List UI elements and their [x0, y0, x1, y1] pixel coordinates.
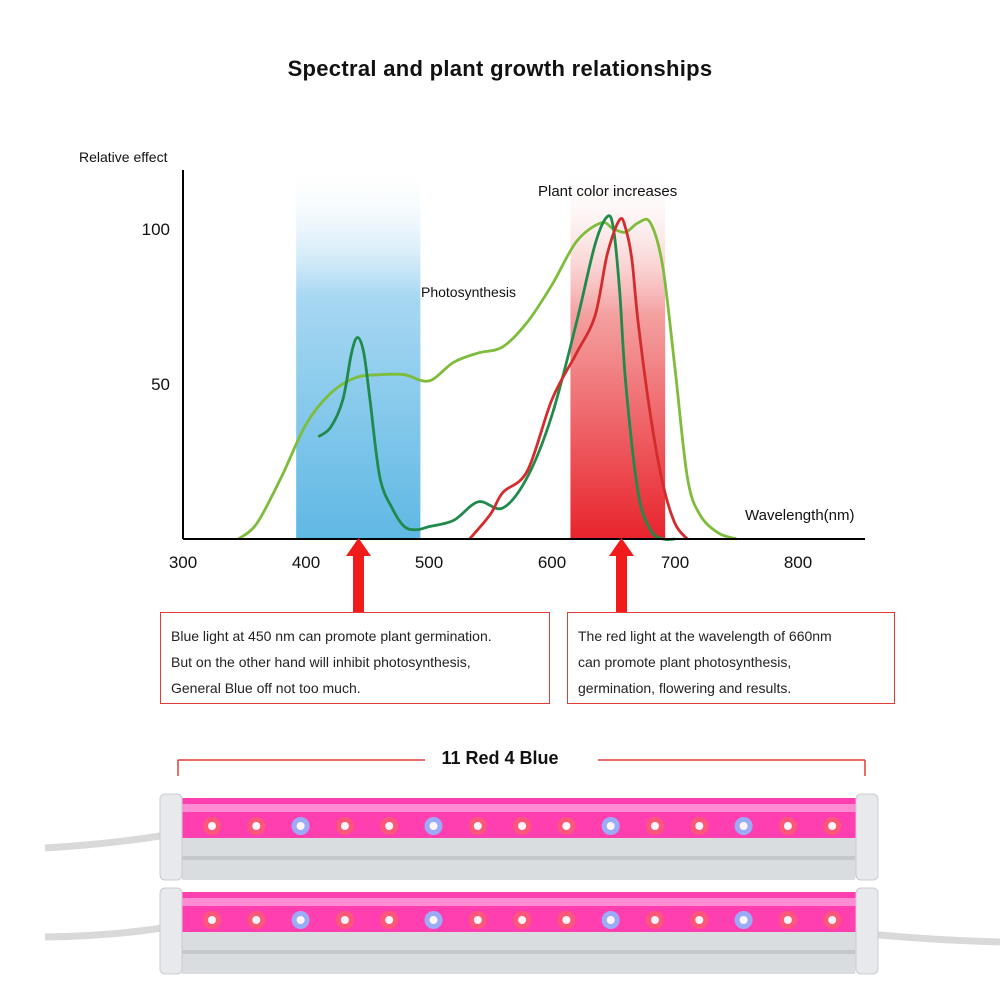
grow-light-bar: [44, 887, 1000, 975]
series-line: [237, 217, 737, 541]
callout-red-line: The red light at the wavelength of 660nm: [578, 628, 832, 644]
led-count-label: 11 Red 4 Blue: [441, 748, 559, 768]
led-core: [385, 822, 394, 830]
power-cord: [44, 924, 163, 941]
lamp-housing-groove: [182, 856, 855, 860]
series-line: [317, 214, 676, 542]
led-core: [340, 822, 349, 830]
callout-red-line: can promote plant photosynthesis,: [578, 654, 792, 670]
led-core: [208, 822, 216, 830]
led-core: [385, 916, 394, 924]
led-core: [606, 916, 615, 924]
led-core: [651, 916, 659, 924]
led-core: [562, 822, 571, 830]
callout-red-line: germination, flowering and results.: [578, 680, 792, 696]
led-core: [252, 916, 261, 924]
x-tick-label: 500: [415, 553, 443, 572]
led-core: [518, 822, 527, 830]
led-core: [828, 822, 837, 830]
led-core: [252, 822, 261, 830]
spectrum-chart: Relative effect Wavelength(nm) 300 400 500…: [79, 149, 865, 613]
tube-highlight: [180, 898, 860, 906]
callout-blue-line: Blue light at 450 nm can promote plant g…: [171, 628, 492, 644]
led-core: [606, 822, 615, 830]
callout-red-light: The red light at the wavelength of 660nm…: [567, 612, 895, 704]
led-core: [562, 916, 571, 924]
x-axis-label: Wavelength(nm): [745, 507, 854, 524]
tube-highlight: [180, 804, 860, 812]
x-tick-label: 800: [784, 553, 812, 572]
series-lines: [237, 214, 737, 542]
lamp-housing-groove: [182, 950, 855, 954]
end-cap: [159, 793, 183, 881]
spectrum-band: [570, 165, 666, 539]
led-core: [473, 916, 482, 924]
led-core: [429, 916, 438, 924]
page-title: Spectral and plant growth relationships: [287, 56, 713, 81]
y-tick-label: 50: [151, 375, 170, 394]
count-bracket: [177, 759, 866, 776]
x-tick-labels: 300 400 500 600 700 800: [169, 553, 812, 572]
led-core: [783, 822, 792, 830]
annotation-plant-color: Plant color increases: [538, 183, 677, 200]
led-core: [695, 822, 704, 830]
y-tick-label: 100: [142, 220, 170, 239]
led-core: [651, 822, 659, 830]
led-core: [208, 916, 216, 924]
annotation-photosynthesis: Photosynthesis: [421, 284, 516, 300]
x-tick-label: 600: [538, 553, 566, 572]
spectrum-band: [296, 165, 421, 539]
led-core: [296, 916, 305, 924]
led-core: [695, 916, 704, 924]
x-tick-label: 300: [169, 553, 197, 572]
arrow-blue: [346, 538, 371, 613]
led-core: [473, 822, 482, 830]
led-core: [783, 916, 792, 924]
callout-blue-light: Blue light at 450 nm can promote plant g…: [160, 612, 550, 704]
led-core: [739, 822, 748, 830]
end-cap: [855, 887, 879, 975]
callout-blue-line: General Blue off not too much.: [171, 680, 361, 696]
series-line: [468, 217, 689, 540]
arrow-red: [609, 538, 634, 613]
led-core: [518, 916, 527, 924]
power-cord: [44, 832, 161, 852]
x-tick-label: 400: [292, 553, 320, 572]
y-axis-label: Relative effect: [79, 149, 168, 165]
callout-blue-line: But on the other hand will inhibit photo…: [171, 654, 471, 670]
led-core: [429, 822, 438, 830]
x-tick-label: 700: [661, 553, 689, 572]
spectrum-bands: [296, 165, 666, 539]
power-cord: [869, 930, 1000, 946]
end-cap: [855, 793, 879, 881]
end-cap: [159, 887, 183, 975]
grow-light-bar: [44, 793, 879, 881]
led-core: [828, 916, 837, 924]
y-tick-labels: 50 100: [142, 220, 170, 394]
led-core: [296, 822, 305, 830]
led-core: [739, 916, 748, 924]
led-core: [340, 916, 349, 924]
